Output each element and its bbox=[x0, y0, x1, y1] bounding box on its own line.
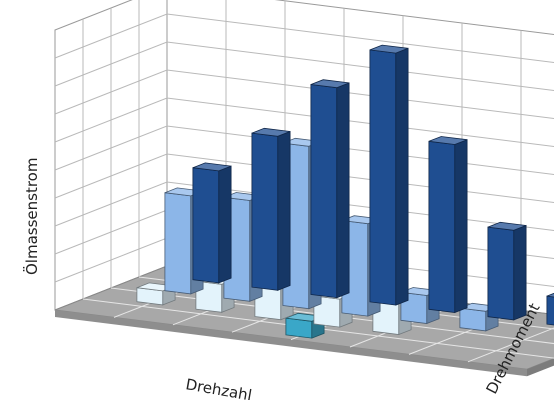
gridline bbox=[54, 41, 554, 92]
bar-top-face bbox=[546, 292, 554, 298]
bar-top-face bbox=[428, 136, 468, 145]
bar-front-face bbox=[487, 226, 515, 321]
gridline bbox=[54, 181, 554, 232]
z-axis-label: Ölmassenstrom bbox=[22, 158, 41, 275]
bar bbox=[192, 162, 232, 284]
bar-side-face bbox=[336, 82, 350, 299]
gridline bbox=[54, 153, 554, 204]
x-axis-label: Drehzahl bbox=[184, 375, 253, 400]
bar-side-face bbox=[277, 130, 291, 291]
gridline bbox=[54, 69, 554, 120]
gridline bbox=[54, 13, 554, 64]
bar-front-face bbox=[546, 295, 554, 326]
bar-top-face bbox=[251, 127, 291, 137]
bar-front-face bbox=[369, 49, 397, 306]
bar-top-face bbox=[310, 79, 350, 89]
bar-side-face bbox=[395, 47, 409, 306]
bar-top-face bbox=[192, 162, 232, 172]
floor-edge-side bbox=[527, 358, 554, 377]
bar-side-face bbox=[218, 165, 232, 284]
bar bbox=[546, 292, 554, 326]
bar-front-face bbox=[164, 192, 192, 295]
bar-front-face bbox=[310, 84, 338, 299]
bar-side-face bbox=[454, 139, 468, 314]
gridline bbox=[54, 125, 554, 176]
bar bbox=[251, 127, 291, 291]
bar-front-face bbox=[192, 167, 220, 284]
bar-top-face bbox=[369, 44, 409, 54]
bar-front-face bbox=[428, 140, 456, 313]
bar bbox=[487, 221, 527, 321]
bar-top-face bbox=[487, 221, 527, 231]
bar-group bbox=[136, 44, 554, 339]
bar bbox=[310, 79, 350, 299]
bar bbox=[369, 44, 409, 306]
bar bbox=[428, 136, 468, 314]
gridline bbox=[54, 97, 554, 148]
bar-front-face bbox=[251, 132, 279, 291]
bar-front-face bbox=[459, 307, 487, 332]
floor-edge-front bbox=[55, 310, 527, 377]
